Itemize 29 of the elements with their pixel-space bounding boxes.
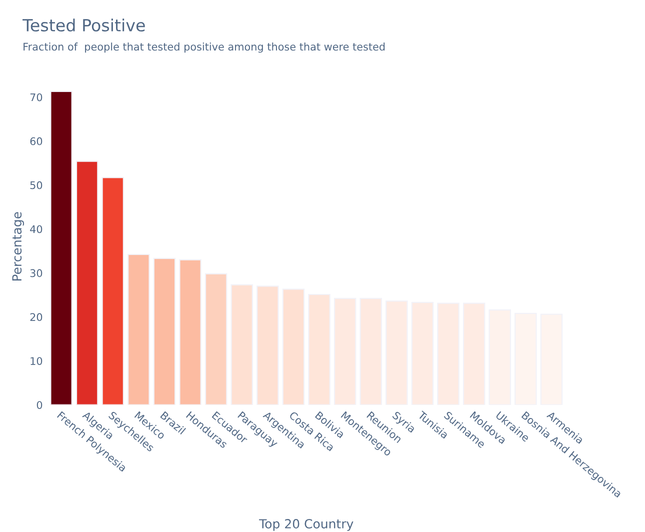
bar	[230, 284, 254, 405]
y-tick-label: 60	[30, 137, 42, 146]
bar	[128, 254, 150, 405]
chart-subtitle: Fraction of people that tested positive among those that were tested	[24, 42, 385, 53]
y-tick-label: 30	[30, 269, 42, 278]
y-tick-label: 40	[30, 225, 42, 234]
bar	[256, 286, 279, 405]
y-tick-label: 10	[30, 357, 42, 365]
bar	[334, 298, 356, 405]
bar	[282, 288, 305, 405]
bar	[76, 160, 98, 405]
bar	[437, 302, 460, 405]
bar	[386, 300, 408, 405]
bar	[360, 298, 382, 405]
x-axis-title: Top 20 Country	[259, 519, 354, 531]
chart-title: Tested Positive	[22, 18, 145, 32]
bar	[462, 302, 486, 405]
y-axis-title: Percentage	[12, 212, 24, 281]
y-tick-label: 20	[30, 313, 42, 322]
y-tick-label: 0	[36, 401, 42, 409]
bar	[204, 273, 228, 405]
bar	[153, 258, 176, 405]
bar	[102, 177, 124, 405]
bar	[50, 90, 72, 405]
y-tick-label: 50	[30, 181, 42, 190]
bar	[179, 259, 202, 405]
bar	[411, 302, 434, 405]
y-tick-label: 70	[30, 93, 42, 102]
bar	[308, 294, 330, 405]
